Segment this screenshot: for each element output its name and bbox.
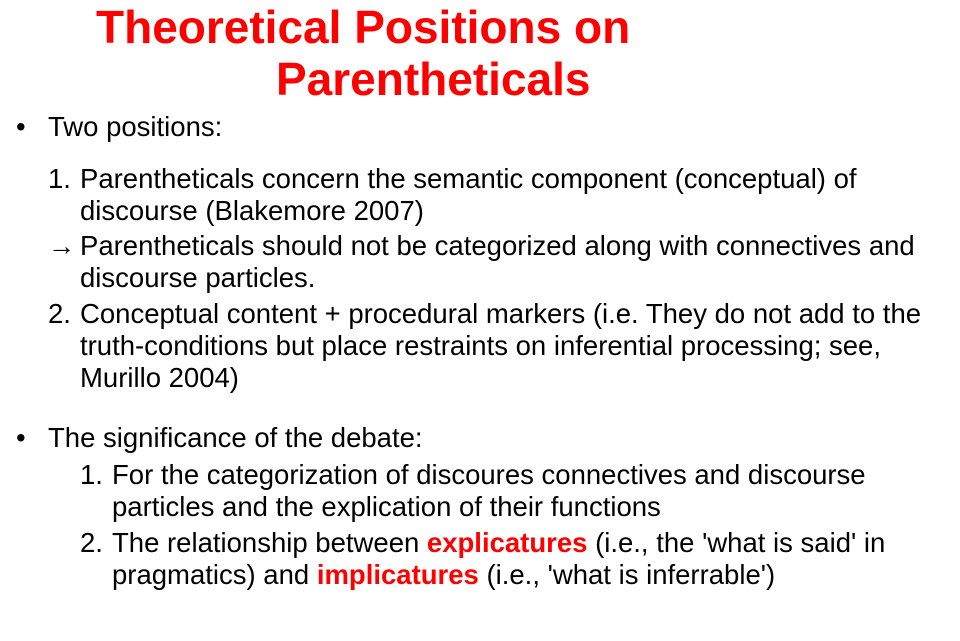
item-number: 1.: [80, 459, 112, 523]
sub-item-2: 2. The relationship between explicatures…: [80, 527, 950, 591]
item-body: For the categorization of discoures conn…: [112, 459, 950, 523]
arrow-icon: →: [48, 230, 80, 294]
item-number: 2.: [48, 298, 80, 395]
bullet-significance: • The significance of the debate:: [10, 422, 950, 454]
term-explicatures: explicatures: [427, 527, 588, 558]
list-item-1: 1. Parentheticals concern the semantic c…: [48, 163, 950, 227]
title-line-1: Theoretical Positions on: [96, 1, 630, 53]
item-body: Conceptual content + procedural markers …: [80, 298, 950, 395]
item-number: 2.: [80, 527, 112, 591]
numbered-list: 1. Parentheticals concern the semantic c…: [10, 163, 950, 227]
list-item-2: 2. Conceptual content + procedural marke…: [48, 298, 950, 395]
item-number: 1.: [48, 163, 80, 227]
sub-numbered-list: 1. For the categorization of discoures c…: [10, 459, 950, 592]
arrow-row: → Parentheticals should not be categoriz…: [10, 230, 950, 294]
slide: Theoretical Positions on Parentheticals …: [0, 0, 960, 641]
text-mid2: (i.e., 'what is inferrable'): [479, 559, 775, 590]
bullet-two-positions: • Two positions:: [10, 111, 950, 143]
item-body: The relationship between explicatures (i…: [112, 527, 950, 591]
bullet-dot-icon: •: [10, 111, 48, 143]
bullet-text: The significance of the debate:: [48, 422, 950, 454]
bullet-dot-icon: •: [10, 422, 48, 454]
term-implicatures: implicatures: [317, 559, 479, 590]
bullet-text: Two positions:: [48, 111, 950, 143]
arrow-text: Parentheticals should not be categorized…: [80, 230, 950, 294]
title-line-2: Parentheticals: [96, 54, 896, 106]
slide-body: • Two positions: 1. Parentheticals conce…: [10, 111, 950, 591]
numbered-list: 2. Conceptual content + procedural marke…: [10, 298, 950, 395]
slide-title: Theoretical Positions on Parentheticals: [96, 2, 896, 105]
item-body: Parentheticals concern the semantic comp…: [80, 163, 950, 227]
sub-item-1: 1. For the categorization of discoures c…: [80, 459, 950, 523]
text-prefix: The relationship between: [112, 527, 427, 558]
